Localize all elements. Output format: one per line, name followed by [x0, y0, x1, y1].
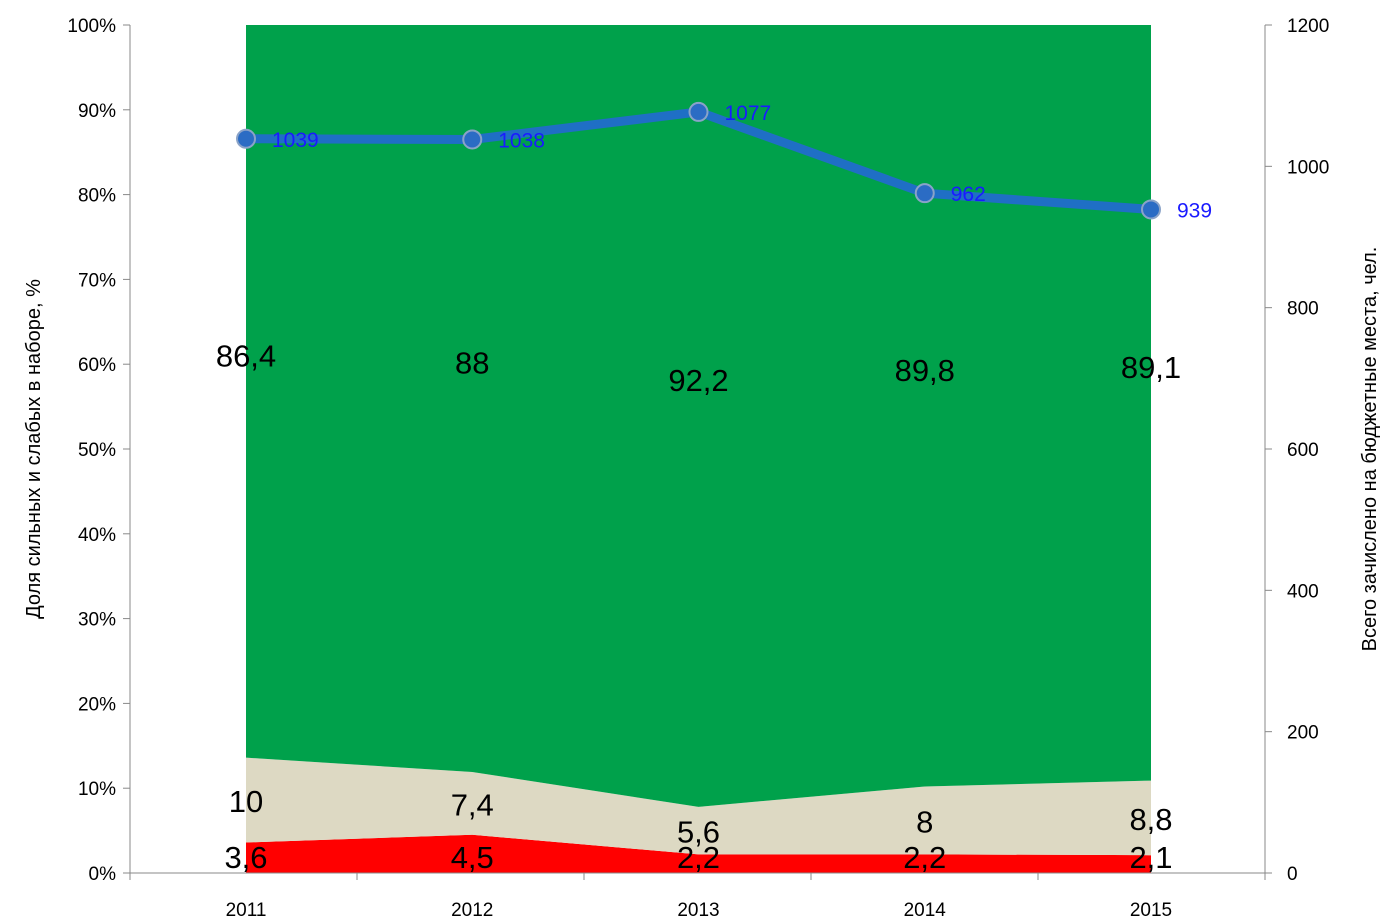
- weak-share-label: 2,2: [903, 840, 946, 875]
- enrolled-value-label: 1039: [272, 129, 319, 152]
- weak-share-label: 2,2: [677, 840, 720, 875]
- middle-share-label: 8: [916, 804, 933, 839]
- y2-tick-label: 200: [1287, 723, 1319, 744]
- enrolled-value-label: 1038: [498, 129, 545, 152]
- x-tick-label: 2011: [226, 900, 267, 921]
- strong-share-area: [246, 25, 1151, 807]
- middle-share-label: 10: [229, 784, 263, 819]
- y-tick-label: 70%: [78, 270, 116, 291]
- weak-share-area: [246, 834, 1151, 873]
- weak-share-label: 3,6: [224, 840, 267, 875]
- enrolled-point: [236, 128, 256, 149]
- y-tick-label: 80%: [78, 186, 116, 207]
- enrolled-point: [462, 129, 483, 150]
- weak-share-label: 2,1: [1129, 840, 1172, 875]
- y-tick-label: 30%: [78, 610, 116, 631]
- y2-tick-label: 1000: [1287, 157, 1329, 178]
- strong-share-label: 89,1: [1121, 350, 1181, 385]
- enrolled-line-series: 1039 1038 1077 962 939: [236, 101, 1212, 222]
- y-tick-label: 0%: [89, 864, 117, 885]
- y2-tick-label: 0: [1287, 864, 1298, 885]
- x-tick-label: 2012: [451, 900, 493, 921]
- axes: 0% 10% 20% 30% 40% 50% 60% 70% 80% 90% 100% 0 200 400…: [67, 16, 1329, 921]
- y2-tick-label: 1200: [1287, 16, 1329, 37]
- enrolled-point: [688, 101, 709, 122]
- x-tick-label: 2015: [1130, 900, 1172, 921]
- y-tick-label: 50%: [78, 440, 116, 461]
- y-tick-label: 20%: [78, 694, 116, 715]
- y-tick-label: 60%: [78, 355, 116, 376]
- y-tick-label: 10%: [78, 779, 116, 800]
- enrolled-value-label: 939: [1177, 199, 1212, 222]
- strong-share-label: 89,8: [895, 353, 955, 388]
- y-tick-label: 40%: [78, 525, 116, 546]
- stacked-areas: [246, 25, 1151, 873]
- y2-tick-label: 400: [1287, 581, 1319, 602]
- strong-share-label: 86,4: [216, 338, 276, 373]
- middle-share-label: 5,6: [677, 815, 720, 850]
- middle-share-label: 8,8: [1129, 802, 1172, 837]
- y2-axis-title: Всего зачислено на бюджетные места, чел.: [1359, 247, 1381, 652]
- enrolled-point: [1141, 199, 1161, 220]
- y-axis-title: Доля сильных и слабых в наборе, %: [23, 279, 45, 619]
- weak-share-label: 4,5: [451, 840, 494, 875]
- middle-share-area: [246, 757, 1151, 856]
- enrolled-point: [914, 183, 935, 204]
- middle-share-label: 7,4: [451, 787, 494, 822]
- enrolled-value-label: 962: [951, 183, 986, 206]
- strong-share-label: 88: [455, 345, 489, 380]
- x-tick-label: 2013: [677, 900, 719, 921]
- y-tick-label: 90%: [78, 101, 116, 122]
- x-tick-label: 2014: [904, 900, 947, 921]
- data-labels: 3,6 4,5 2,2 2,2 2,1 10 7,4 5,6 8 8,8 86,4 88 92,2 89,…: [216, 338, 1181, 875]
- strong-share-label: 92,2: [668, 363, 728, 398]
- y2-tick-label: 800: [1287, 299, 1319, 320]
- y2-tick-label: 600: [1287, 440, 1319, 461]
- y-tick-label: 100%: [67, 16, 116, 37]
- enrolled-value-label: 1077: [725, 102, 772, 125]
